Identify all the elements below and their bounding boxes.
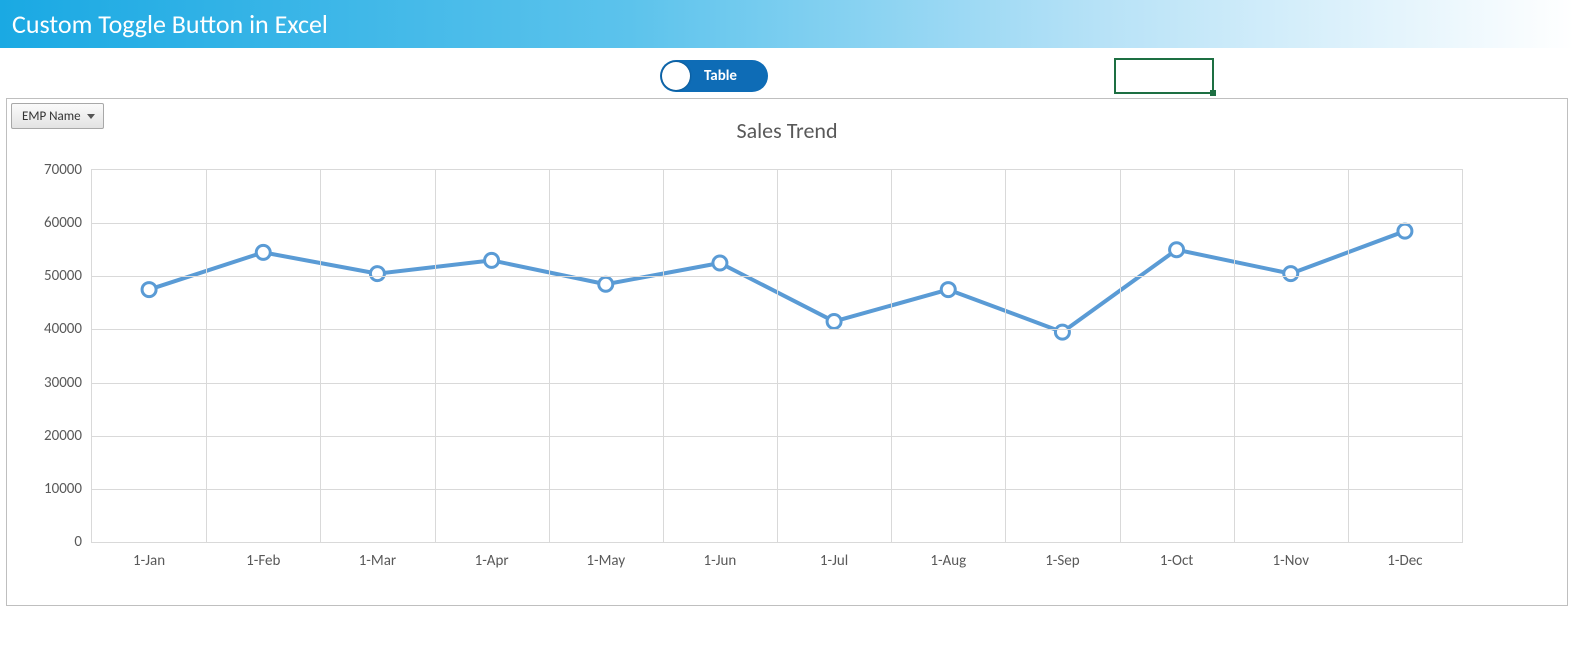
selected-cell[interactable] [1114,58,1214,94]
chart-data-point[interactable] [142,283,156,297]
toggle-label: Table [704,67,737,85]
x-axis-tick-label: 1-Oct [1160,552,1194,570]
chart-plot-area: 0100002000030000400005000060000700001-Ja… [91,169,1463,543]
chart-gridline-vertical [1234,170,1235,542]
x-axis-tick-label: 1-May [586,552,625,570]
x-axis-tick-label: 1-Apr [475,552,509,570]
chart-data-point[interactable] [941,283,955,297]
chart-gridline-vertical [891,170,892,542]
view-toggle[interactable]: Table [660,60,768,92]
chart-gridline-vertical [1348,170,1349,542]
x-axis-tick-label: 1-Mar [359,552,396,570]
chart-data-point[interactable] [370,267,384,281]
chart-gridline-vertical [1120,170,1121,542]
toggle-knob [662,62,690,90]
y-axis-tick-label: 60000 [44,214,82,232]
chart-gridline-vertical [663,170,664,542]
x-axis-tick-label: 1-Sep [1045,552,1079,570]
chart-gridline-vertical [777,170,778,542]
x-axis-tick-label: 1-Dec [1387,552,1422,570]
x-axis-tick-label: 1-Jan [133,552,165,570]
y-axis-tick-label: 0 [74,533,82,551]
chart-gridline-vertical [206,170,207,542]
page-title-text: Custom Toggle Button in Excel [12,8,328,40]
chart-gridline-vertical [1005,170,1006,542]
y-axis-tick-label: 30000 [44,374,82,392]
y-axis-tick-label: 10000 [44,480,82,498]
x-axis-tick-label: 1-Feb [246,552,280,570]
x-axis-tick-label: 1-Jun [704,552,737,570]
control-row: Table [0,48,1574,98]
page-title: Custom Toggle Button in Excel [0,0,1574,48]
y-axis-tick-label: 50000 [44,267,82,285]
chart-data-point[interactable] [713,256,727,270]
chart-data-point[interactable] [827,314,841,328]
y-axis-tick-label: 20000 [44,427,82,445]
y-axis-tick-label: 70000 [44,161,82,179]
x-axis-tick-label: 1-Nov [1273,552,1310,570]
y-axis-tick-label: 40000 [44,320,82,338]
chart-data-point[interactable] [1170,243,1184,257]
cell-fill-handle[interactable] [1210,90,1216,96]
chart-data-point[interactable] [1398,224,1412,238]
chart-data-point[interactable] [599,277,613,291]
chart-data-point[interactable] [1284,267,1298,281]
chart-gridline-vertical [435,170,436,542]
chart-container: EMP Name Sales Trend 0100002000030000400… [6,98,1568,606]
chart-data-point[interactable] [256,245,270,259]
chart-gridline-vertical [549,170,550,542]
chart-gridline-vertical [320,170,321,542]
x-axis-tick-label: 1-Jul [820,552,848,570]
chart-title: Sales Trend [7,117,1567,144]
chart-data-point[interactable] [1055,325,1069,339]
chart-data-point[interactable] [485,253,499,267]
x-axis-tick-label: 1-Aug [930,552,966,570]
